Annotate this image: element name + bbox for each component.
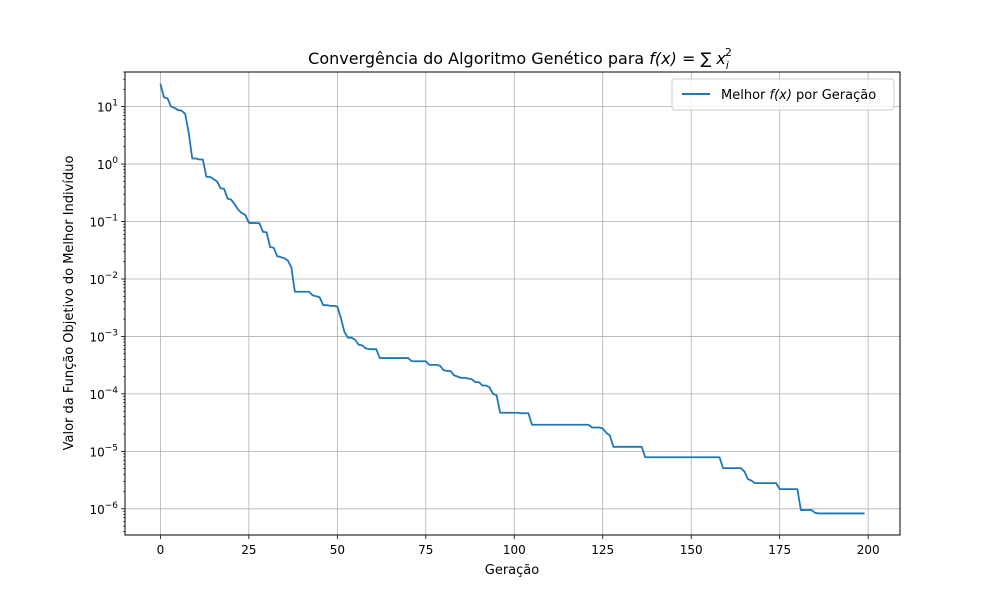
x-axis-label: Geração (485, 563, 539, 578)
legend: Melhor f(x) por Geração (671, 78, 895, 111)
legend-label: Melhor f(x) por Geração (721, 88, 876, 103)
x-tick-label: 150 (680, 543, 703, 557)
grid-lines (125, 72, 900, 535)
x-tick-label: 100 (503, 543, 526, 557)
y-tick-label: 10−1 (89, 214, 118, 230)
chart-title-math: f(x) = ∑ x (649, 49, 726, 68)
y-axis-label: Valor da Função Objetivo do Melhor Indiv… (62, 156, 77, 451)
chart-title-subscript: i (726, 59, 729, 72)
y-tick-label: 10−4 (89, 386, 118, 402)
chart-title: Convergência do Algoritmo Genético para … (308, 46, 732, 72)
y-tick-label: 100 (97, 156, 118, 172)
x-tick-label: 125 (591, 543, 614, 557)
x-tick-label: 175 (768, 543, 791, 557)
series-layer (159, 83, 865, 515)
x-tick-label: 75 (418, 543, 433, 557)
x-tick-label: 200 (857, 543, 880, 557)
x-tick-label: 50 (330, 543, 345, 557)
y-tick-label: 10−2 (89, 271, 118, 287)
y-axis-ticks: 101 100 10−1 10−2 10−3 10−4 10−5 10−6 (89, 71, 125, 532)
axes-frame (124, 71, 901, 536)
x-tick-label: 0 (157, 543, 165, 557)
series-line-melhor-fx (159, 83, 865, 515)
y-tick-label: 10−3 (89, 328, 118, 344)
x-axis-ticks: 0 25 50 75 100 125 150 175 200 (157, 535, 880, 557)
chart-title-superscript: 2 (725, 46, 732, 59)
x-tick-label: 25 (241, 543, 256, 557)
y-tick-label: 10−6 (89, 501, 118, 517)
y-tick-label: 101 (97, 99, 118, 115)
chart-title-prefix: Convergência do Algoritmo Genético para (308, 49, 649, 68)
legend-box (671, 78, 895, 111)
y-tick-label: 10−5 (89, 443, 118, 459)
